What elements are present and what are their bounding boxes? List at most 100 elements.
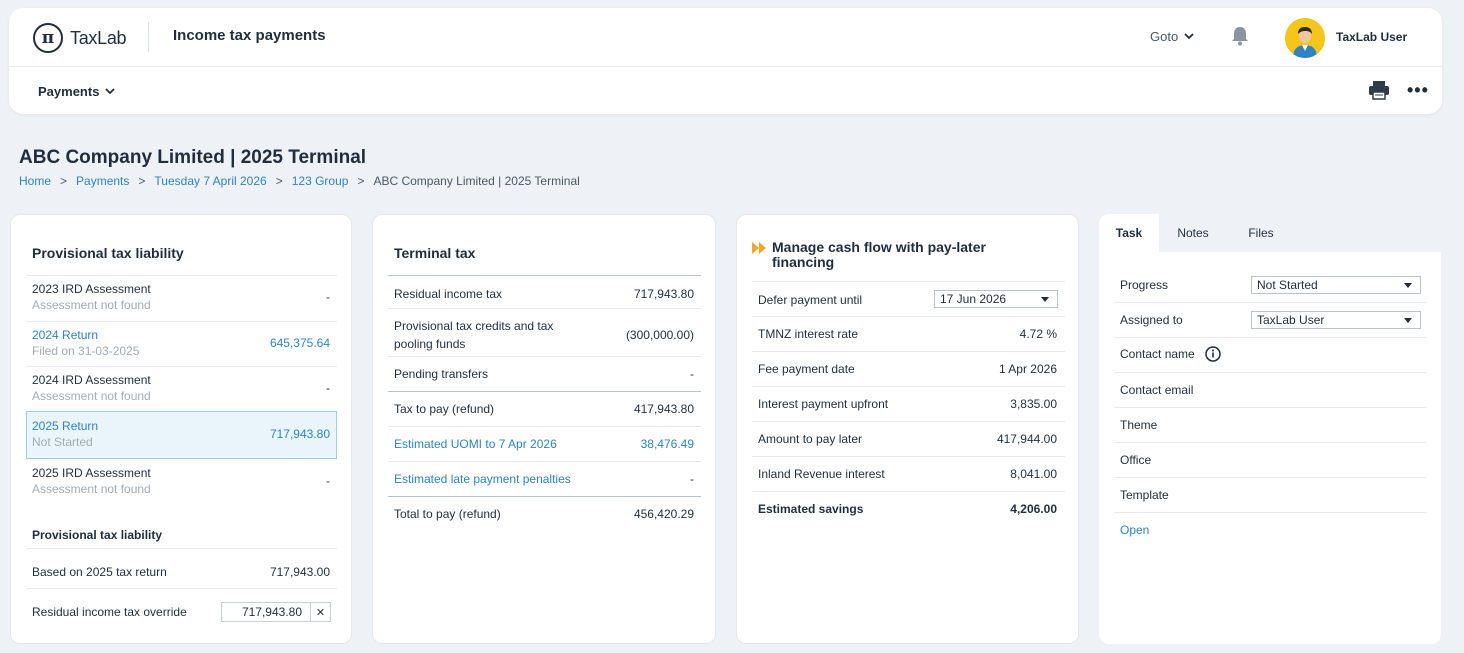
payments-menu[interactable]: Payments xyxy=(38,84,116,99)
cashflow-row-label: TMNZ interest rate xyxy=(758,327,859,341)
terminal-row-value: (300,000.00) xyxy=(625,328,694,342)
provisional-item-label[interactable]: 2024 Return xyxy=(32,328,99,342)
defer-date-select[interactable]: 17 Jun 2026 xyxy=(934,290,1058,308)
contact-email-label[interactable]: Contact email xyxy=(1120,383,1194,397)
terminal-row-value: - xyxy=(690,472,694,486)
divider xyxy=(388,308,701,309)
breadcrumb-date[interactable]: Tuesday 7 April 2026 xyxy=(154,174,267,188)
assigned-select[interactable]: TaxLab User xyxy=(1251,311,1421,329)
terminal-row-value: 456,420.29 xyxy=(633,507,694,521)
chevron-down-icon xyxy=(105,88,116,95)
breadcrumb-home[interactable]: Home xyxy=(19,174,52,188)
divider xyxy=(148,22,149,52)
cashflow-card: Manage cash flow with pay-later financin… xyxy=(736,214,1079,644)
logo-text: TaxLab xyxy=(70,27,127,48)
provisional-item-value: - xyxy=(326,290,330,304)
breadcrumb-payments[interactable]: Payments xyxy=(76,174,130,188)
caret-down-icon xyxy=(1404,283,1412,288)
breadcrumb-separator: > xyxy=(275,174,283,188)
clear-override-button[interactable]: ✕ xyxy=(310,603,330,621)
terminal-row-label: Provisional tax credits and tax pooling … xyxy=(394,319,554,351)
cashflow-row-label: Fee payment date xyxy=(758,362,855,376)
terminal-tax-card: Terminal tax Residual income tax 717,943… xyxy=(372,214,716,644)
provisional-row[interactable]: 2023 IRD Assessment Assessment not found… xyxy=(11,282,351,312)
terminal-heading: Terminal tax xyxy=(394,245,476,261)
breadcrumb-separator: > xyxy=(138,174,146,188)
provisional-row[interactable]: 2025 IRD Assessment Assessment not found… xyxy=(11,466,351,496)
terminal-row: Total to pay (refund) 456,420.29 xyxy=(373,507,715,521)
provisional-item-label[interactable]: 2025 Return xyxy=(32,419,99,433)
progress-select[interactable]: Not Started xyxy=(1251,276,1421,294)
penalties-link[interactable]: Estimated late payment penalties xyxy=(394,472,571,486)
assigned-value: TaxLab User xyxy=(1257,313,1325,327)
override-input[interactable]: 717,943.80 ✕ xyxy=(221,602,331,622)
cashflow-row: Fee payment date 1 Apr 2026 xyxy=(737,362,1078,376)
terminal-row-value: 717,943.80 xyxy=(633,287,694,301)
terminal-row-value: 417,943.80 xyxy=(633,402,694,416)
info-icon[interactable] xyxy=(1204,346,1221,362)
divider xyxy=(752,421,1065,422)
provisional-item-status: Filed on 31-03-2025 xyxy=(32,344,140,358)
provisional-item-value: 717,943.80 xyxy=(269,427,330,441)
cashflow-row-value: 3,835.00 xyxy=(1010,397,1057,411)
based-on-value: 717,943.00 xyxy=(269,565,330,579)
task-tabs: Task Notes Files xyxy=(1099,214,1441,252)
breadcrumb-separator: > xyxy=(357,174,365,188)
goto-menu[interactable]: Goto xyxy=(1150,29,1194,44)
terminal-row[interactable]: Estimated late payment penalties - xyxy=(373,472,715,486)
logo[interactable]: π TaxLab xyxy=(33,23,127,53)
divider xyxy=(752,456,1065,457)
breadcrumb-group[interactable]: 123 Group xyxy=(291,174,349,188)
provisional-item-value: - xyxy=(326,474,330,488)
provisional-row[interactable]: 2024 IRD Assessment Assessment not found… xyxy=(11,373,351,403)
terminal-row[interactable]: Estimated UOMI to 7 Apr 2026 38,476.49 xyxy=(373,437,715,451)
cashflow-row-label: Inland Revenue interest xyxy=(758,467,885,481)
task-panel: Task Notes Files Progress Not Started As… xyxy=(1099,214,1441,644)
provisional-item-status: Assessment not found xyxy=(32,298,151,312)
savings-label: Estimated savings xyxy=(758,502,864,516)
terminal-row: Residual income tax 717,943.80 xyxy=(373,287,715,301)
terminal-row: Pending transfers - xyxy=(373,367,715,381)
bell-icon[interactable] xyxy=(1231,26,1249,49)
provisional-row[interactable]: 2024 Return Filed on 31-03-2025 645,375.… xyxy=(11,328,351,358)
cashflow-row: TMNZ interest rate 4.72 % xyxy=(737,327,1078,341)
provisional-heading: Provisional tax liability xyxy=(32,245,184,261)
divider xyxy=(26,275,337,276)
tab-files[interactable]: Files xyxy=(1227,214,1295,252)
provisional-row-selected[interactable]: 2025 Return Not Started 717,943.80 xyxy=(11,419,351,449)
divider xyxy=(388,391,701,392)
tab-notes[interactable]: Notes xyxy=(1159,214,1227,252)
user-name[interactable]: TaxLab User xyxy=(1336,30,1408,44)
progress-label: Progress xyxy=(1120,278,1169,292)
fast-forward-icon xyxy=(752,242,766,254)
chevron-down-icon xyxy=(1184,33,1194,40)
provisional-item-label: 2024 IRD Assessment xyxy=(32,373,151,387)
open-link[interactable]: Open xyxy=(1120,523,1150,537)
caret-down-icon xyxy=(1404,318,1412,323)
payments-menu-label: Payments xyxy=(38,84,100,99)
theme-label[interactable]: Theme xyxy=(1120,418,1158,432)
divider xyxy=(752,351,1065,352)
divider xyxy=(26,366,337,367)
provisional-item-status: Assessment not found xyxy=(32,389,151,403)
uomi-link[interactable]: Estimated UOMI to 7 Apr 2026 xyxy=(394,437,557,451)
override-value[interactable]: 717,943.80 xyxy=(241,605,302,619)
breadcrumb: Home > Payments > Tuesday 7 April 2026 >… xyxy=(19,174,580,188)
contact-name-field[interactable]: Contact name xyxy=(1120,346,1221,362)
top-bar: π TaxLab Income tax payments Goto TaxLab… xyxy=(9,8,1442,67)
printer-icon[interactable] xyxy=(1368,80,1390,103)
savings-value: 4,206.00 xyxy=(1010,502,1057,516)
cashflow-row-value: 4.72 % xyxy=(1019,327,1057,341)
divider xyxy=(752,316,1065,317)
template-label[interactable]: Template xyxy=(1120,488,1169,502)
terminal-row-label: Pending transfers xyxy=(394,367,489,381)
tab-task[interactable]: Task xyxy=(1099,214,1159,252)
more-options-icon[interactable]: ••• xyxy=(1407,80,1429,100)
office-label[interactable]: Office xyxy=(1120,453,1152,467)
divider xyxy=(1114,512,1426,513)
divider xyxy=(26,548,337,549)
divider xyxy=(388,496,701,497)
savings-row: Estimated savings 4,206.00 xyxy=(737,502,1078,516)
breadcrumb-current: ABC Company Limited | 2025 Terminal xyxy=(373,174,580,188)
avatar[interactable] xyxy=(1285,18,1325,58)
